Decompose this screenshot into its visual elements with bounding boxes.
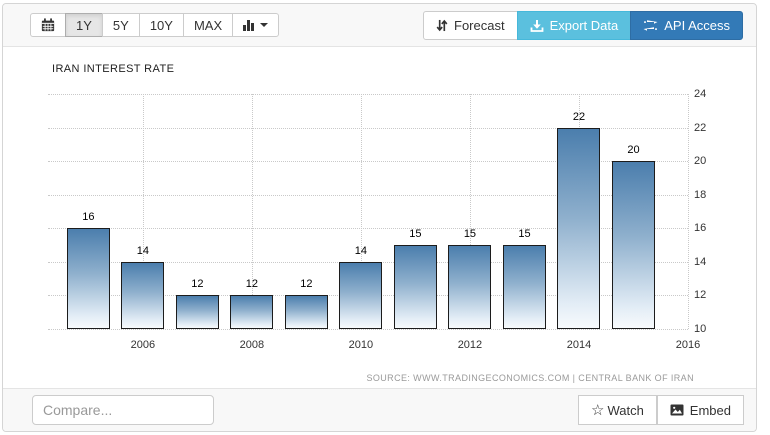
- x-axis-tick-label: 2014: [566, 339, 592, 351]
- bar-2005: [66, 228, 110, 329]
- embed-button[interactable]: Embed: [656, 395, 744, 425]
- y-axis-tick-label: 10: [694, 323, 707, 335]
- bar-value-label: 14: [354, 244, 368, 257]
- bar-value-label: 12: [300, 278, 313, 291]
- plot-area: 16 14 12 12 12 14 15 15 15 22 20: [48, 94, 689, 330]
- y-axis-tick-label: 16: [694, 222, 707, 235]
- bar-value-label: 15: [463, 228, 477, 241]
- gridline-vertical: [251, 94, 253, 329]
- gridline-horizontal: [48, 161, 688, 163]
- compare-input[interactable]: [32, 395, 214, 425]
- api-access-button[interactable]: API Access: [630, 11, 743, 40]
- calendar-button[interactable]: [30, 13, 66, 37]
- bar-2008: [230, 295, 274, 329]
- action-button-group: Forecast Export Data: [423, 11, 743, 40]
- forecast-label: Forecast: [454, 18, 505, 33]
- star-outline-icon: ☆: [590, 401, 605, 419]
- bar-2010: [339, 261, 383, 329]
- x-axis-tick-label: 2010: [348, 339, 374, 351]
- bar-2015: [611, 161, 655, 329]
- export-data-button[interactable]: Export Data: [516, 11, 632, 40]
- bar-value-label: 15: [518, 228, 531, 241]
- gridline-horizontal: [48, 94, 688, 95]
- gridline-horizontal: [48, 194, 688, 196]
- bar-2013: [502, 245, 546, 329]
- range-button-max[interactable]: MAX: [182, 13, 234, 37]
- range-button-group: 1Y 5Y 10Y MAX: [30, 13, 280, 37]
- bar-value-label: 12: [245, 278, 258, 291]
- caret-down-icon: [260, 23, 269, 27]
- x-axis-tick-label: 2006: [130, 339, 156, 351]
- range-button-5y[interactable]: 5Y: [101, 13, 140, 37]
- bar-2012: [448, 245, 492, 329]
- export-data-label: Export Data: [549, 18, 619, 33]
- bar-value-label: 20: [627, 144, 640, 157]
- y-axis-tick-label: 14: [694, 255, 707, 268]
- bar-value-label: 16: [82, 211, 95, 224]
- bar-2009: [284, 295, 328, 329]
- image-icon: [670, 404, 684, 416]
- x-axis: 2006 2008 2010 2012 2014 2016: [48, 339, 701, 353]
- watch-label: Watch: [607, 402, 644, 418]
- bar-2014: [557, 127, 601, 329]
- source-attribution: SOURCE: WWW.TRADINGECONOMICS.COM | CENTR…: [366, 373, 694, 383]
- download-icon: [530, 19, 544, 33]
- chart-panel: 1Y 5Y 10Y MAX Forecast: [2, 3, 757, 432]
- bar-value-label: 12: [191, 278, 204, 291]
- gridline-vertical: [469, 94, 471, 329]
- gridline-vertical: [142, 94, 144, 329]
- chart-region: IRAN INTEREST RATE 16 14 12 12 12 14 15 15 15 22 2…: [3, 48, 756, 387]
- bar-value-label: 22: [572, 110, 586, 123]
- bar-2007: [175, 295, 219, 329]
- chart-title: IRAN INTEREST RATE: [52, 63, 175, 75]
- bottom-toolbar: ☆ Watch Embed: [3, 388, 756, 431]
- transfer-arrows-icon: [643, 19, 658, 32]
- calendar-icon: [41, 18, 55, 32]
- gridline-horizontal: [48, 228, 688, 230]
- y-axis-tick-label: 18: [694, 188, 707, 201]
- embed-label: Embed: [689, 402, 731, 418]
- forecast-button[interactable]: Forecast: [423, 11, 518, 40]
- x-axis-tick-label: 2008: [239, 339, 265, 351]
- y-axis-tick-label: 12: [694, 289, 707, 302]
- top-toolbar: 1Y 5Y 10Y MAX Forecast: [3, 4, 756, 47]
- bar-value-label: 15: [409, 228, 422, 241]
- range-button-10y[interactable]: 10Y: [138, 13, 184, 37]
- chart-type-dropdown[interactable]: [232, 13, 280, 37]
- bar-chart-icon: [243, 19, 255, 31]
- watch-embed-group: ☆ Watch Embed: [577, 395, 744, 425]
- x-axis-tick-label: 2016: [675, 339, 701, 351]
- range-button-1y[interactable]: 1Y: [65, 13, 103, 37]
- bar-2011: [393, 245, 437, 329]
- x-axis-tick-label: 2012: [457, 339, 483, 351]
- bar-value-label: 14: [136, 244, 149, 257]
- watch-button[interactable]: ☆ Watch: [577, 395, 657, 425]
- sort-arrows-icon: [436, 18, 448, 33]
- y-axis-tick-label: 20: [694, 155, 707, 168]
- gridline-horizontal: [48, 127, 688, 129]
- gridline-horizontal: [48, 329, 688, 330]
- gridline-vertical: [688, 94, 689, 329]
- y-axis-tick-label: 22: [694, 121, 707, 134]
- gridline-vertical: [360, 94, 362, 329]
- api-access-label: API Access: [664, 18, 730, 33]
- y-axis-tick-label: 24: [694, 88, 707, 100]
- y-axis: 10 12 14 16 18 20 22 24: [694, 88, 724, 335]
- bar-2006: [121, 261, 165, 329]
